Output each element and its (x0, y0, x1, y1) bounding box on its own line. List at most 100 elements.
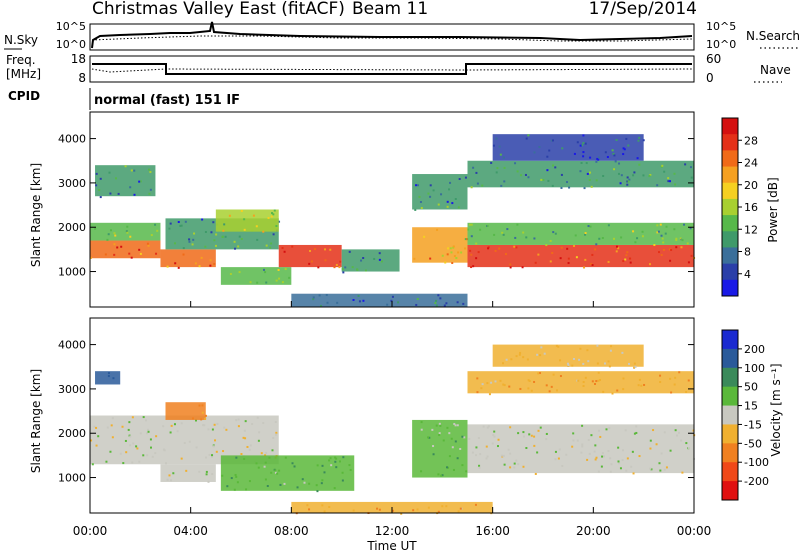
echo-speckle (201, 218, 204, 221)
echo-speckle (215, 233, 218, 236)
echo-speckle (582, 385, 585, 388)
echo-speckle (623, 148, 626, 151)
echo-speckle (133, 193, 136, 196)
echo-speckle (615, 250, 618, 253)
colorbar-swatch (722, 386, 738, 407)
echo-speckle (256, 238, 259, 241)
echo-speckle (336, 301, 339, 304)
echo-speckle (617, 446, 620, 449)
echo-speckle (591, 253, 594, 256)
echo-speckle (335, 263, 338, 266)
echo-speckle (583, 187, 586, 190)
echo-speckle (183, 441, 186, 444)
echo-speckle (559, 359, 562, 362)
echo-speckle (204, 230, 207, 233)
echo-speckle (154, 452, 157, 455)
echo-speckle (660, 452, 663, 455)
colorbar-tick-label: 100 (744, 362, 765, 375)
echo-speckle (349, 468, 352, 471)
echo-region (220, 267, 292, 285)
noise-right-label: N.Search (746, 29, 800, 43)
date-label: 17/Sep/2014 (589, 0, 697, 19)
echo-speckle (619, 467, 622, 470)
echo-speckle (559, 375, 562, 378)
echo-speckle (610, 463, 613, 466)
echo-speckle (460, 251, 463, 254)
echo-speckle (573, 244, 576, 247)
echo-speckle (505, 358, 508, 361)
echo-speckle (413, 257, 416, 260)
echo-speckle (238, 271, 241, 274)
echo-speckle (330, 464, 333, 467)
echo-speckle (182, 253, 185, 256)
echo-speckle (683, 223, 686, 226)
echo-speckle (582, 362, 585, 365)
echo-speckle (587, 439, 590, 442)
echo-speckle (628, 178, 631, 181)
echo-speckle (657, 230, 660, 233)
y-tick-label: 1000 (58, 472, 86, 485)
echo-speckle (604, 151, 607, 154)
colorbar-frame (721, 329, 739, 501)
echo-speckle (338, 266, 341, 269)
echo-region (412, 174, 468, 210)
echo-speckle (622, 147, 625, 150)
echo-speckle (106, 426, 109, 429)
echo-speckle (191, 243, 194, 246)
echo-speckle (205, 473, 208, 476)
echo-speckle (543, 352, 546, 355)
echo-speckle (502, 156, 505, 159)
colorbar-tick-label: 20 (744, 179, 758, 192)
echo-speckle (448, 455, 451, 458)
echo-speckle (513, 466, 516, 469)
echo-speckle (534, 261, 537, 264)
echo-speckle (678, 371, 681, 374)
cpid-label: CPID (8, 89, 40, 103)
echo-speckle (583, 266, 586, 269)
colorbar-swatch (722, 424, 738, 444)
echo-speckle (685, 390, 688, 393)
echo-speckle (453, 422, 456, 425)
echo-speckle (628, 362, 631, 365)
echo-speckle (274, 433, 277, 436)
echo-speckle (248, 480, 251, 483)
echo-speckle (198, 470, 201, 473)
echo-speckle (601, 237, 604, 240)
echo-speckle (129, 235, 132, 238)
echo-speckle (416, 298, 419, 301)
echo-speckle (107, 233, 110, 236)
echo-speckle (548, 149, 551, 152)
echo-speckle (447, 466, 450, 469)
echo-speckle (687, 261, 690, 264)
echo-speckle (509, 263, 512, 266)
echo-speckle (356, 268, 359, 271)
echo-speckle (439, 297, 442, 300)
echo-speckle (485, 445, 488, 448)
echo-speckle (585, 162, 588, 165)
echo-speckle (138, 248, 141, 251)
echo-speckle (139, 252, 142, 255)
echo-speckle (609, 470, 612, 473)
echo-speckle (180, 224, 183, 227)
echo-speckle (582, 151, 585, 154)
echo-speckle (600, 465, 603, 468)
echo-speckle (236, 481, 239, 484)
echo-speckle (352, 509, 355, 512)
echo-speckle (637, 139, 640, 142)
echo-speckle (538, 146, 541, 149)
echo-speckle (243, 429, 246, 432)
echo-speckle (627, 180, 630, 183)
echo-speckle (611, 392, 614, 395)
echo-speckle (634, 241, 637, 244)
echo-speckle (652, 429, 655, 432)
echo-speckle (632, 174, 635, 177)
echo-speckle (124, 165, 127, 168)
echo-speckle (185, 469, 188, 472)
echo-speckle (603, 362, 606, 365)
colorbar-swatch (722, 182, 738, 200)
echo-speckle (487, 425, 490, 428)
echo-speckle (475, 171, 478, 174)
echo-speckle (310, 260, 313, 263)
echo-speckle (622, 388, 625, 391)
echo-speckle (266, 485, 269, 488)
